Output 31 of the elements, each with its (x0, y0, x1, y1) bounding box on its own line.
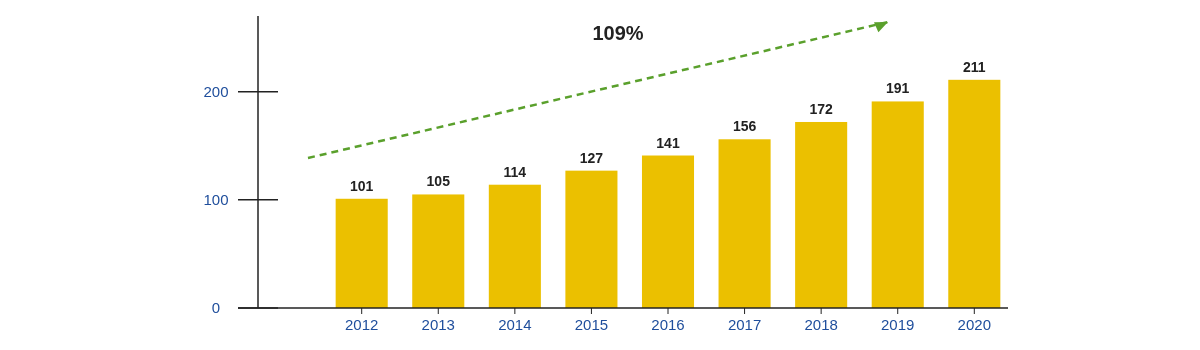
x-tick-label: 2013 (421, 316, 455, 333)
x-tick-label: 2012 (345, 316, 379, 333)
data-label: 172 (809, 100, 834, 117)
data-label: 211 (963, 58, 986, 75)
x-tick-label: 2016 (651, 316, 685, 333)
bar (565, 170, 618, 308)
y-tick-label: 0 (211, 299, 221, 316)
data-label: 191 (886, 80, 910, 97)
x-tick-label: 2014 (498, 316, 532, 333)
bar (718, 139, 771, 308)
data-label: 156 (732, 118, 757, 135)
x-tick-label: 2015 (574, 316, 609, 333)
bar (335, 198, 388, 308)
bar (795, 121, 848, 308)
bar (488, 184, 541, 308)
data-label: 101 (350, 177, 374, 194)
bar (948, 79, 1001, 308)
bar (412, 194, 465, 308)
data-label: 114 (503, 163, 527, 180)
annotation: 109% (592, 22, 644, 44)
x-tick-label: 2017 (727, 316, 762, 333)
y-tick-label: 200 (203, 82, 229, 100)
data-label: 127 (579, 149, 604, 166)
x-tick-label: 2020 (957, 316, 991, 333)
data-label: 105 (426, 173, 451, 190)
data-label: 141 (656, 134, 680, 151)
bar (641, 155, 695, 308)
bar (871, 101, 924, 308)
x-tick-label: 2018 (804, 316, 838, 333)
x-tick-label: 2019 (881, 316, 915, 333)
y-tick-label: 100 (203, 190, 229, 208)
